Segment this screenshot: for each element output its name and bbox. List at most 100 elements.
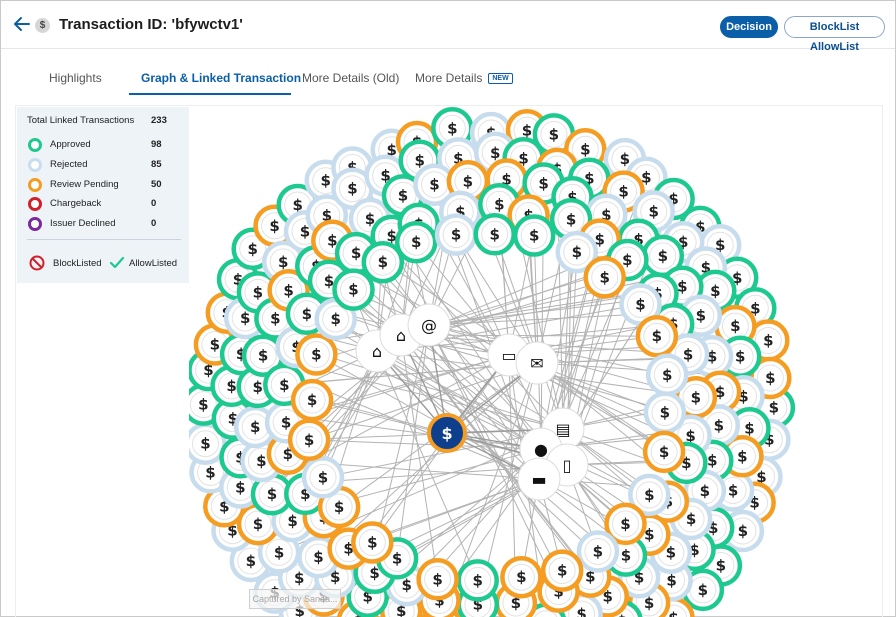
legend-label: Approved — [50, 139, 91, 150]
dollar-icon: $ — [683, 345, 693, 363]
transaction-node[interactable]: $ — [549, 198, 593, 241]
dollar-icon: $ — [369, 564, 379, 582]
transaction-node[interactable]: $ — [290, 378, 334, 422]
dollar-icon: $ — [601, 206, 611, 224]
tab-highlights[interactable]: Highlights — [49, 71, 102, 85]
transaction-node[interactable]: $ — [604, 502, 647, 546]
transaction-node[interactable]: $ — [643, 391, 687, 434]
dollar-icon: $ — [756, 468, 766, 486]
truck-icon[interactable]: ▬ — [517, 457, 561, 501]
transaction-node[interactable]: $ — [211, 397, 255, 440]
transaction-node[interactable]: $ — [642, 430, 686, 474]
transaction-node[interactable]: $ — [250, 472, 294, 516]
blocklisted-label: BlockListed — [53, 258, 102, 269]
transaction-node[interactable]: $ — [301, 456, 345, 499]
review-pending-ring-icon — [28, 178, 42, 192]
dollar-icon: $ — [267, 485, 277, 503]
dollar-icon: $ — [593, 543, 603, 561]
dollar-icon: $ — [715, 383, 725, 401]
legend-item-issuer-declined: Issuer Declined 0 — [27, 216, 179, 232]
transaction-node[interactable]: $ — [295, 333, 338, 376]
dollar-icon: $ — [707, 347, 717, 365]
tab-graph-linked-transaction[interactable]: Graph & Linked Transaction — [141, 71, 302, 85]
dollar-icon: $ — [401, 576, 411, 594]
dollar-icon: $ — [708, 519, 718, 537]
transaction-node[interactable]: $ — [635, 314, 679, 358]
dollar-icon: $ — [580, 140, 590, 158]
dollar-icon: $ — [386, 141, 396, 159]
transaction-node[interactable]: $ — [394, 220, 438, 264]
dollar-icon: $ — [557, 562, 567, 580]
legend-total-label: Total Linked Transactions — [27, 115, 135, 126]
transaction-node[interactable]: $ — [413, 163, 456, 206]
dollar-icon: $ — [695, 218, 705, 236]
dollar-icon: $ — [553, 583, 563, 601]
svg-text:⌂: ⌂ — [396, 326, 406, 345]
decision-button[interactable]: Decision — [720, 16, 778, 38]
dollar-icon: $ — [226, 377, 236, 395]
arrow-left-icon[interactable] — [13, 15, 33, 35]
dollar-icon: $ — [685, 427, 695, 445]
transaction-node[interactable]: $ — [456, 559, 499, 602]
blocklist-allowlist-button[interactable]: BlockList AllowList — [784, 16, 885, 53]
legend-panel: Total Linked Transactions 233 Approved 9… — [17, 107, 189, 283]
transaction-node[interactable]: $ — [674, 376, 718, 419]
dollar-icon: $ — [620, 515, 630, 533]
transaction-node[interactable]: $ — [512, 214, 556, 257]
dollar-icon: $ — [668, 609, 678, 617]
dollar-icon: $ — [710, 282, 720, 300]
transaction-node[interactable]: $ — [619, 283, 662, 326]
dollar-icon: $ — [738, 387, 748, 405]
transaction-node[interactable]: $ — [351, 521, 394, 564]
legend-divider — [27, 239, 181, 240]
transaction-link-graph[interactable]: $$$$$$$$$$$$$$$$$$$$$$$ $ $$$$$$$$$$$$$$$$… — [189, 107, 883, 617]
dollar-icon: $ — [698, 581, 708, 599]
transaction-node[interactable]: $ — [583, 256, 626, 299]
dollar-icon: $ — [463, 172, 473, 190]
tab-more-details[interactable]: More Details NEW — [415, 71, 513, 85]
transaction-node[interactable]: $ — [434, 213, 478, 256]
dollar-icon: $ — [660, 404, 670, 422]
dollar-icon: $ — [658, 247, 668, 265]
transaction-node[interactable]: $ — [555, 230, 599, 274]
dollar-icon: $ — [662, 366, 672, 384]
dollar-icon: $ — [576, 605, 586, 617]
dollar-icon: $ — [644, 526, 654, 544]
graph-edge — [400, 334, 439, 580]
tab-more-details-old[interactable]: More Details (Old) — [302, 71, 400, 85]
dollar-icon: $ — [567, 188, 577, 206]
active-tab-indicator — [129, 93, 291, 95]
transaction-node[interactable]: $ — [314, 297, 357, 341]
dollar-icon: $ — [455, 203, 465, 221]
transaction-node[interactable]: $ — [189, 422, 227, 465]
transaction-node[interactable]: $ — [416, 558, 459, 601]
dollar-icon: $ — [330, 310, 340, 328]
svg-text:●: ● — [534, 440, 548, 459]
transaction-node[interactable]: $ — [576, 530, 620, 573]
transaction-node[interactable]: $ — [645, 353, 689, 397]
transaction-node[interactable]: $ — [361, 240, 405, 284]
dollar-icon: $ — [313, 548, 323, 566]
dollar-icon: $ — [300, 485, 310, 503]
transaction-node[interactable]: $ — [287, 418, 331, 462]
legend-item-rejected: Rejected 85 — [27, 157, 179, 173]
transaction-node[interactable]: $ — [500, 555, 543, 599]
dollar-icon: $ — [414, 152, 424, 170]
legend-item-approved: Approved 98 — [27, 137, 179, 153]
envelope-icon[interactable]: ✉ — [515, 341, 559, 385]
dollar-icon: $ — [644, 594, 654, 612]
dollar-icon: $ — [327, 232, 337, 250]
dollar-icon: $ — [472, 571, 482, 589]
dollar-icon: $ — [652, 327, 662, 345]
transaction-node[interactable]: $ — [473, 213, 516, 256]
transaction-node[interactable]: $ — [332, 268, 375, 311]
dollar-icon: $ — [330, 568, 340, 586]
dollar-icon: $ — [362, 588, 372, 606]
dollar-icon: $ — [668, 190, 678, 208]
center-transaction-node[interactable]: $ — [427, 413, 467, 453]
dollar-icon: $ — [210, 336, 220, 354]
transaction-node[interactable]: $ — [540, 549, 584, 592]
transaction-node[interactable]: $ — [628, 473, 671, 517]
at-icon[interactable]: @ — [407, 303, 451, 347]
dollar-icon: $ — [489, 225, 499, 243]
